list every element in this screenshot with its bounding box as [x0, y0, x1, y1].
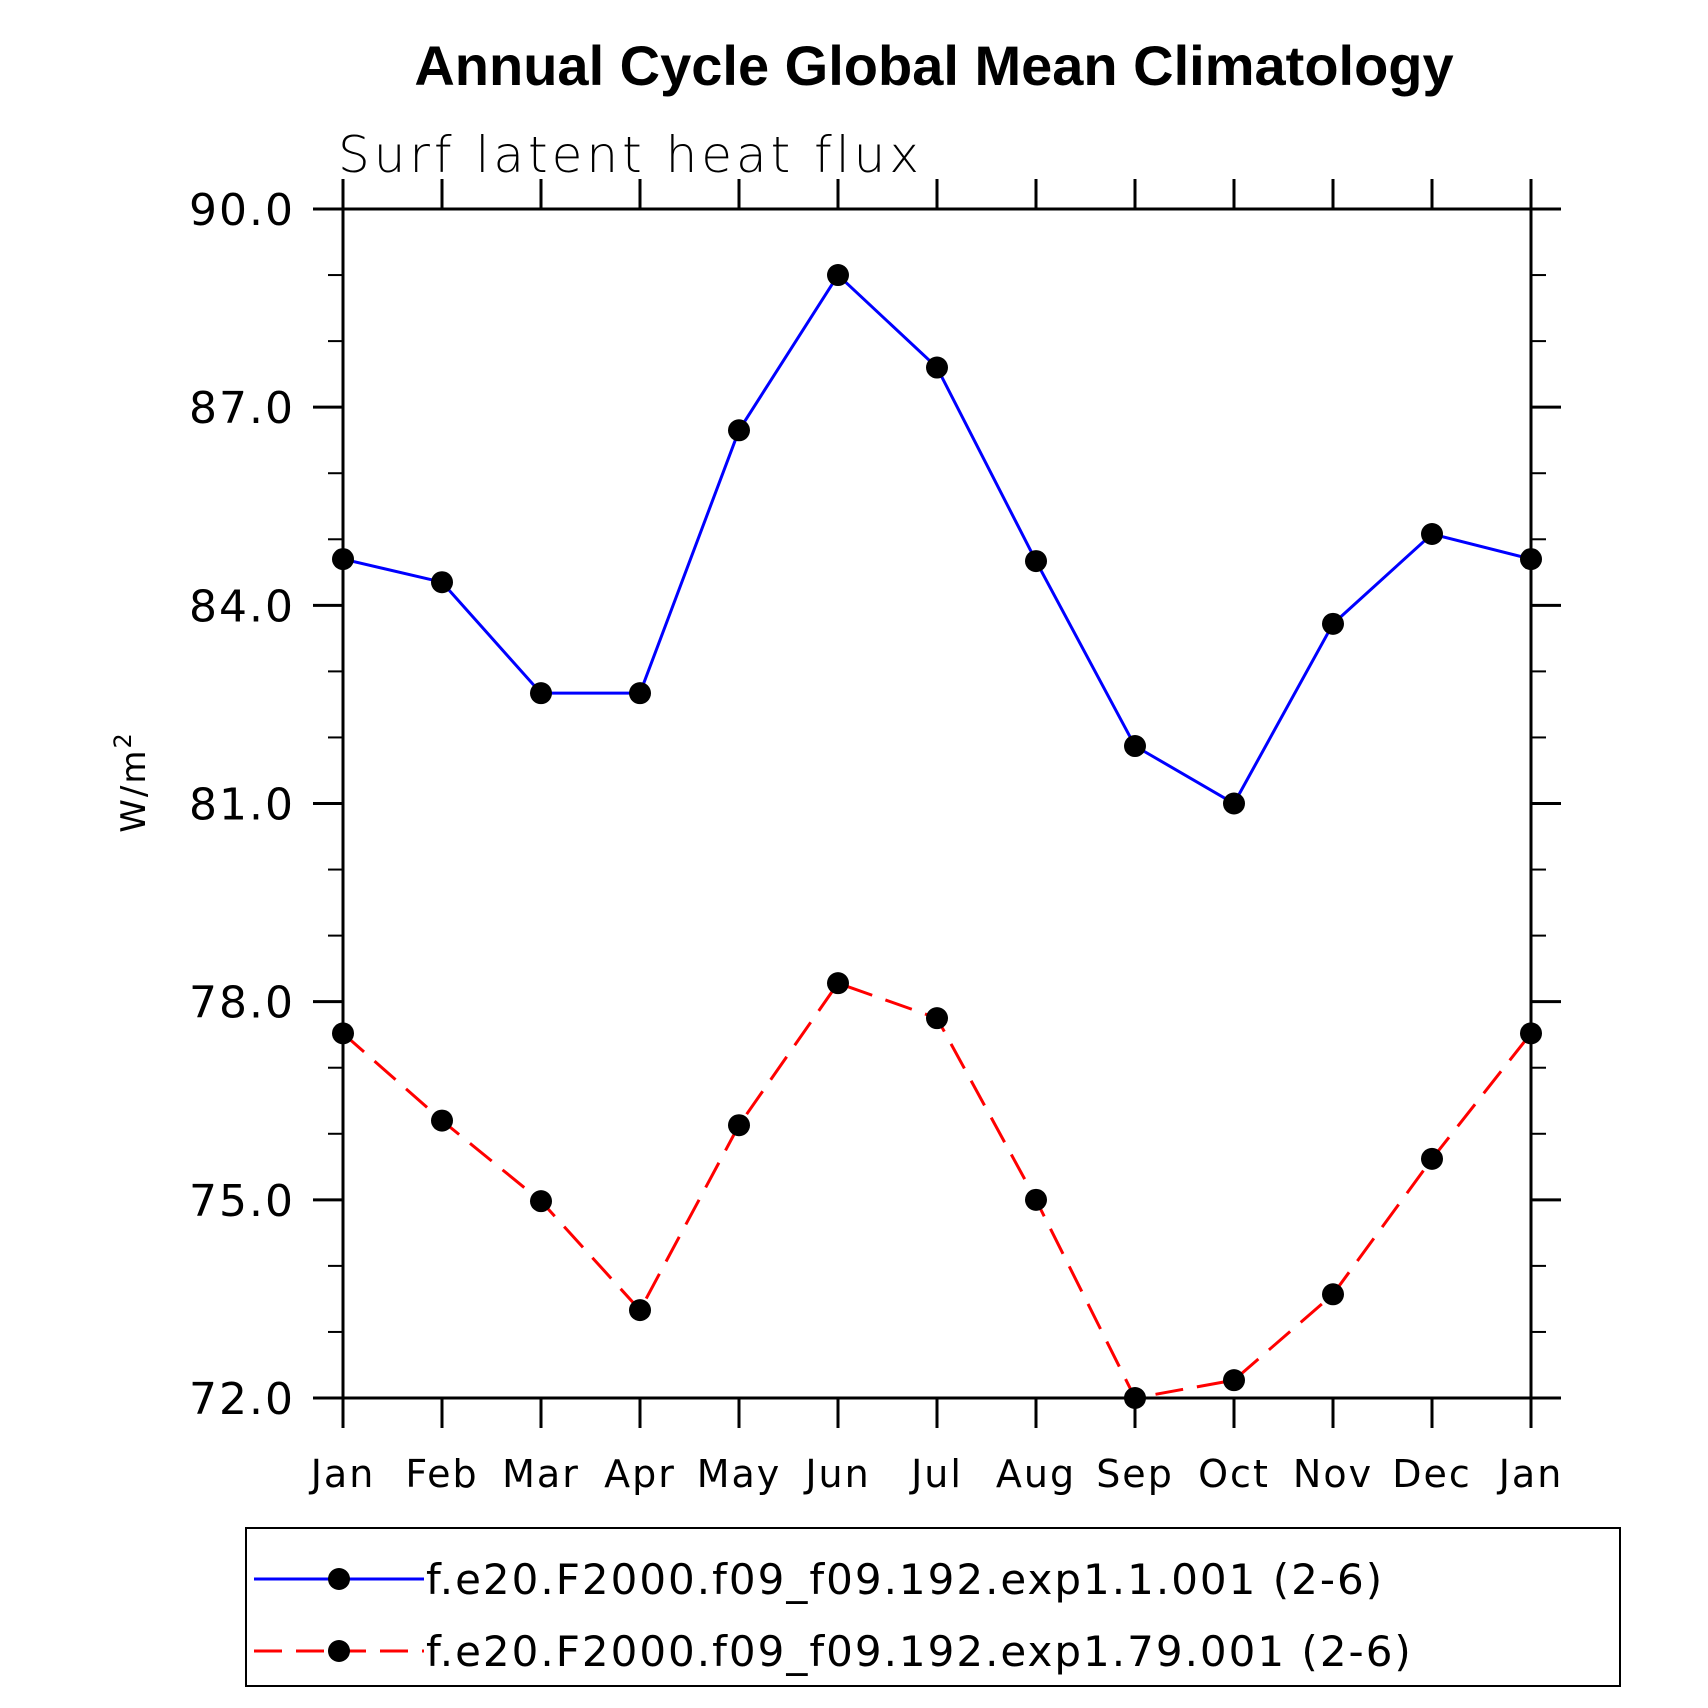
- y-tick-label: 90.0: [189, 185, 295, 236]
- series-1-point: [728, 419, 750, 442]
- series-2-point: [332, 1022, 354, 1045]
- series-1-point: [431, 571, 453, 594]
- series-line-1: [342, 272, 1532, 806]
- series-2-point: [431, 1109, 453, 1132]
- series-1-point: [926, 356, 948, 379]
- series-2-point: [827, 972, 849, 995]
- x-tick-label: Jul: [909, 1452, 963, 1496]
- series-2-point: [728, 1114, 750, 1137]
- x-tick-label: Mar: [502, 1452, 580, 1496]
- legend-label-2: f.e20.F2000.f09_f09.192.exp1.79.001 (2-6…: [426, 1627, 1413, 1676]
- x-tick-label: Jan: [309, 1452, 376, 1496]
- series-1-point: [827, 264, 849, 287]
- series-1-point: [629, 682, 651, 705]
- series-2-point: [1322, 1283, 1344, 1306]
- x-tick-label: Sep: [1096, 1452, 1174, 1496]
- series-1-point: [1124, 735, 1146, 758]
- series-1-point: [1421, 522, 1443, 545]
- y-axis-label: W/m2: [109, 731, 154, 832]
- series-line-2: [342, 981, 1533, 1400]
- x-tick-label: Feb: [405, 1452, 478, 1496]
- series-group: [332, 264, 1542, 1409]
- series-2-point: [926, 1007, 948, 1030]
- chart-title: Annual Cycle Global Mean Climatology: [414, 34, 1453, 97]
- y-axis-label-unit: W/m: [114, 749, 154, 833]
- y-tick-label: 81.0: [189, 780, 295, 831]
- series-1-point: [530, 682, 552, 705]
- y-axis-label-superscript: 2: [109, 731, 137, 748]
- y-tick-label: 75.0: [189, 1176, 295, 1227]
- chart-subtitle: Surf latent heat flux: [338, 126, 923, 184]
- series-1-point: [332, 548, 354, 571]
- y-tick-label: 87.0: [189, 383, 295, 434]
- series-2-point: [1124, 1387, 1146, 1409]
- legend-label-1: f.e20.F2000.f09_f09.192.exp1.1.001 (2-6): [426, 1555, 1384, 1604]
- series-1-point: [1025, 550, 1047, 573]
- legend-marker-2: [328, 1640, 350, 1662]
- series-1-point: [1520, 548, 1542, 571]
- plot-frame: [341, 207, 1533, 1400]
- x-tick-label: Jan: [1497, 1452, 1564, 1496]
- legend-marker-1: [328, 1568, 350, 1590]
- series-1-point: [1223, 792, 1245, 815]
- x-tick-label: Apr: [604, 1452, 676, 1496]
- series-2-point: [1520, 1022, 1542, 1045]
- series-2-point: [530, 1190, 552, 1213]
- x-tick-label: Nov: [1293, 1452, 1373, 1496]
- y-tick-label: 78.0: [189, 978, 295, 1029]
- series-2-point: [1421, 1147, 1443, 1170]
- series-2-point: [629, 1299, 651, 1322]
- x-tick-label: Oct: [1198, 1452, 1270, 1496]
- legend-box: [245, 1527, 1621, 1687]
- x-tick-label: Aug: [996, 1452, 1076, 1496]
- x-tick-label: May: [697, 1452, 782, 1496]
- x-tick-label: Jun: [803, 1452, 870, 1496]
- series-2-point: [1223, 1369, 1245, 1392]
- legend: f.e20.F2000.f09_f09.192.exp1.1.001 (2-6)…: [254, 1555, 1413, 1676]
- y-tick-label: 72.0: [189, 1374, 295, 1425]
- y-tick-label: 84.0: [189, 581, 295, 632]
- axes-group: 90.0 87.0 84.0 81.0 78.0 75.0 72.0 Jan Feb Mar Apr…: [189, 179, 1564, 1496]
- series-2-point: [1025, 1188, 1047, 1211]
- series-1-point: [1322, 612, 1344, 635]
- x-tick-label: Dec: [1392, 1452, 1472, 1496]
